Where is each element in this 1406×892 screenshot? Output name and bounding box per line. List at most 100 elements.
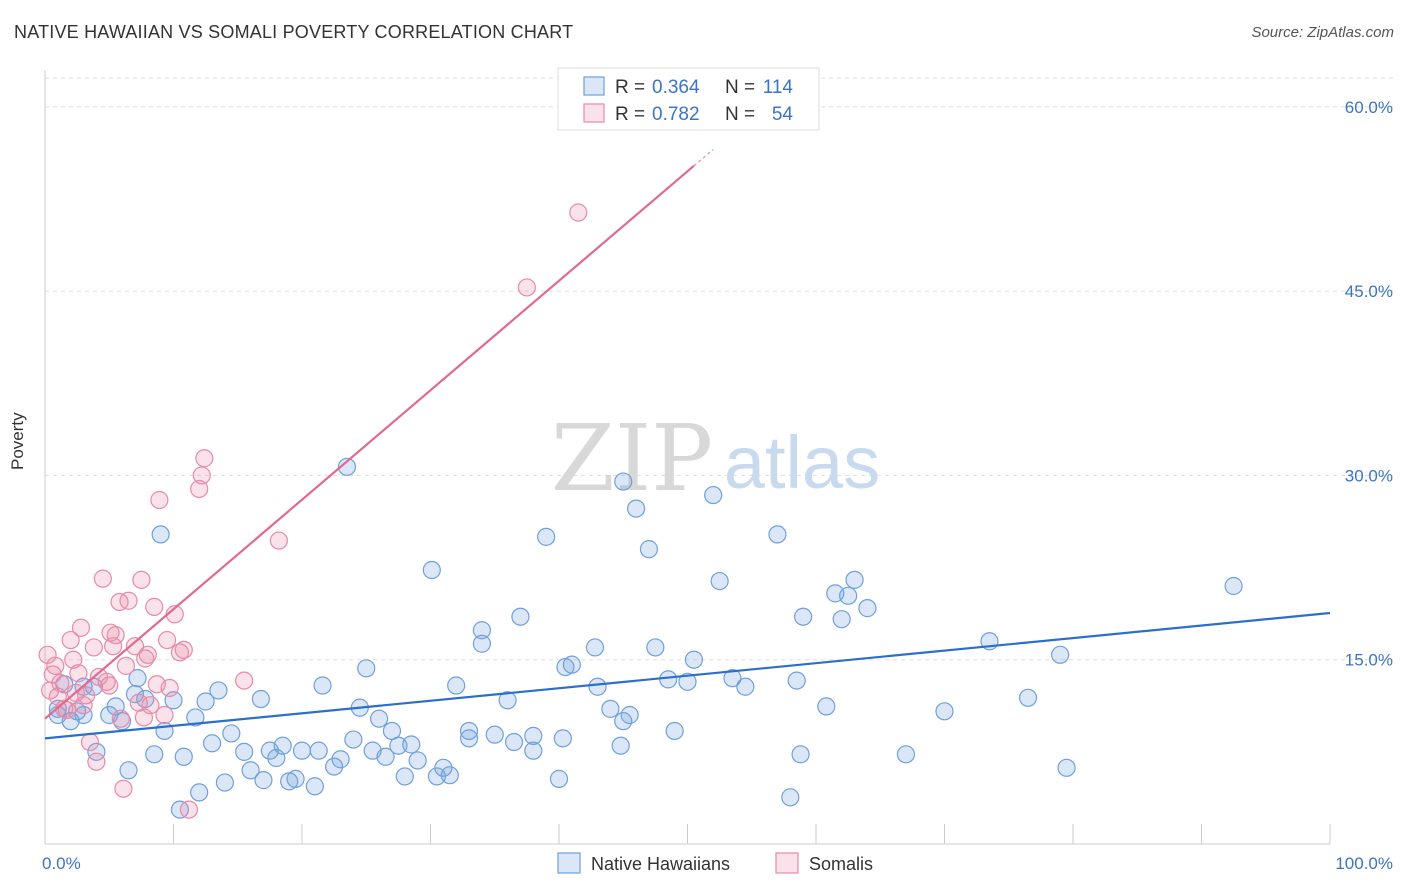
point-blue [665,721,684,741]
point-blue [511,607,530,626]
point-blue [251,689,270,709]
point-blue [485,725,504,744]
point-blue [313,676,332,695]
point-blue [678,672,697,691]
point-blue [817,697,836,716]
point-blue [684,650,704,669]
point-blue [845,570,864,589]
point-blue [659,670,678,689]
point-pink [46,656,65,675]
point-blue [704,485,723,505]
point-pink [87,752,106,771]
point-pink [145,597,164,616]
point-pink [160,678,179,698]
point-blue [151,525,170,544]
point-blue [389,736,408,755]
point-blue [125,685,145,704]
point-blue [794,607,813,626]
point-pink [61,630,80,650]
point-blue [222,724,241,743]
legend-swatch-pink [775,852,799,874]
series-legend: Native Hawaiians Somalis [557,852,873,874]
legend-r-label: R = [615,77,645,98]
point-pink [80,732,100,752]
point-blue [620,705,639,725]
point-blue [791,745,810,764]
point-blue [273,736,292,755]
point-blue [447,676,466,695]
point-pink [71,618,91,637]
point-pink [174,640,193,659]
legend-series-label: Native Hawaiians [591,854,730,874]
point-blue [209,681,228,700]
point-blue [736,677,755,696]
point-pink [235,671,254,690]
y-tick-label: 15.0% [1345,651,1393,670]
point-pink [138,645,157,664]
y-tick-labels: 15.0% 30.0% 45.0% 60.0% [1345,98,1393,670]
point-blue [537,527,556,546]
point-blue [858,599,877,618]
point-blue [524,741,543,760]
point-pink [106,626,125,645]
legend-swatch-blue [583,76,605,96]
point-pink [100,676,119,695]
axes [44,70,1331,845]
point-pink [64,650,83,669]
point-blue [1057,758,1076,777]
point-blue [434,758,453,777]
point-pink [132,570,151,589]
point-blue [422,560,441,580]
point-blue [839,586,858,605]
stats-legend-box [557,67,820,131]
y-tick-label: 30.0% [1345,466,1393,485]
point-pink [155,705,174,725]
point-blue [459,729,479,748]
legend-n-value: 114 [763,77,794,98]
point-blue [549,769,569,788]
point-blue [119,761,138,780]
point-blue [459,721,479,741]
point-blue [196,692,215,711]
point-blue [331,750,350,769]
watermark-atlas: atlas [724,421,880,504]
point-blue [614,472,633,491]
point-blue [402,735,421,754]
trend-line-blue [44,611,1331,740]
point-blue [585,638,605,657]
point-blue [498,691,517,710]
source-label: Source: ZipAtlas.com [1251,24,1394,41]
point-pink [141,696,160,715]
point-pink [517,278,536,297]
point-blue [626,499,646,518]
x-tick-labels: 0.0% 100.0% [42,854,1393,873]
point-blue [241,761,260,780]
point-blue [1224,576,1243,596]
point-blue [553,729,572,748]
point-blue [781,788,800,807]
point-pink [84,638,103,657]
point-pink [114,779,133,798]
point-blue [128,669,147,688]
point-blue [309,741,328,760]
data-points [38,203,1243,819]
legend-n-label: N = [725,104,755,125]
point-blue [357,659,376,678]
point-blue [186,708,205,727]
legend-r-value: 0.782 [652,104,700,125]
point-blue [254,771,273,790]
point-pink [119,591,138,610]
point-blue [202,734,222,753]
x-tick-label: 0.0% [42,854,81,873]
point-blue [370,709,389,728]
legend-series-label: Somalis [809,854,873,874]
point-blue [646,638,665,657]
legend-r-label: R = [615,104,645,125]
point-pink [111,709,130,728]
watermark-zip: ZIP [551,405,713,512]
point-blue [639,540,659,559]
point-blue [376,747,395,766]
point-blue [408,751,427,770]
point-pink [157,630,177,650]
